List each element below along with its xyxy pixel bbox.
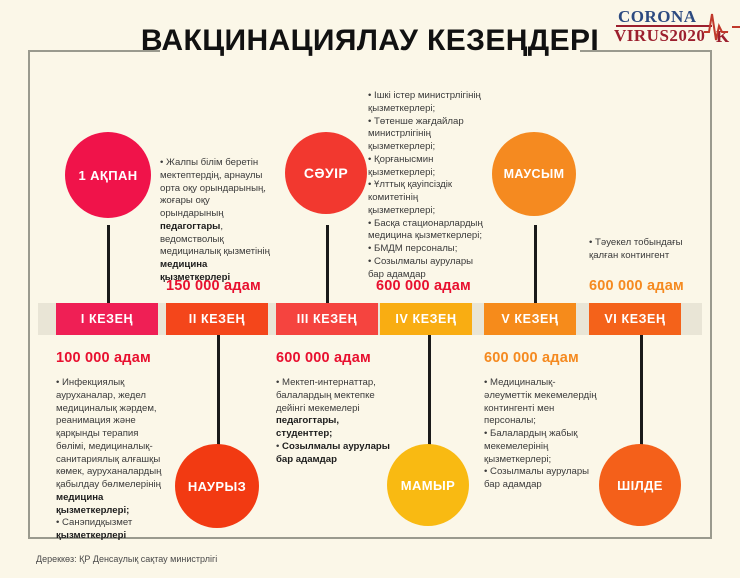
stage-1-description: • Инфекциялық ауруханалар, жедел медицин… (56, 377, 162, 541)
month-circle-february[interactable]: 1 АҚПАН (65, 132, 151, 218)
stem-july (640, 335, 643, 445)
stage-chip-2-label: II КЕЗЕҢ (188, 312, 246, 326)
stage-2-description: • Жалпы білім беретін мектептердің, арна… (160, 157, 270, 283)
stage-2-count: 150 000 адам (166, 278, 261, 294)
stage-chip-3[interactable]: III КЕЗЕҢ (276, 303, 378, 335)
stage-chip-5-label: V КЕЗЕҢ (501, 312, 559, 326)
month-circle-may-label: МАМЫР (400, 477, 456, 493)
logo-divider-rule (616, 25, 712, 27)
month-circle-april-label: СӘУІР (303, 165, 349, 181)
heartbeat-pulse-icon (704, 13, 728, 41)
stage-3-count: 600 000 адам (276, 350, 371, 366)
page-title: ВАКЦИНАЦИЯЛАУ КЕЗЕҢДЕРІ (140, 24, 600, 57)
frame-border-top-left (28, 50, 160, 52)
month-circle-april[interactable]: СӘУІР (285, 132, 367, 214)
stage-1-count: 100 000 адам (56, 350, 151, 366)
logo-line-corona: CORONA (618, 7, 697, 26)
month-circle-june-label: МАУСЫМ (503, 167, 565, 181)
month-circle-june[interactable]: МАУСЫМ (492, 132, 576, 216)
stage-chip-1[interactable]: I КЕЗЕҢ (56, 303, 158, 335)
stage-chip-4[interactable]: IV КЕЗЕҢ (380, 303, 472, 335)
stem-june (534, 225, 537, 303)
stage-chip-6-label: VI КЕЗЕҢ (604, 312, 666, 326)
stem-february (107, 225, 110, 303)
month-circle-february-label: 1 АҚПАН (78, 167, 138, 183)
stage-4-description: • Ішкі істер министрлігінің қызметкерлер… (368, 90, 483, 280)
frame-border-bottom (28, 537, 712, 539)
coronavirus2020kz-logo: CORONA VIRUS2020 K (612, 8, 740, 50)
frame-border-right (710, 50, 712, 537)
frame-border-top-right (580, 50, 712, 52)
stage-chip-6[interactable]: VI КЕЗЕҢ (589, 303, 681, 335)
stem-april (326, 225, 329, 303)
source-note: Дереккөз: ҚР Денсаулық сақтау министрліг… (36, 554, 218, 564)
month-circle-march[interactable]: НАУРЫЗ (175, 444, 259, 528)
stage-chip-5[interactable]: V КЕЗЕҢ (484, 303, 576, 335)
stage-chip-4-label: IV КЕЗЕҢ (395, 312, 457, 326)
month-circle-july-label: ШІЛДЕ (617, 477, 663, 493)
stage-3-description: • Мектеп-интернаттар, балалардың мектепк… (276, 377, 390, 465)
frame-border-left (28, 50, 30, 537)
month-circle-may[interactable]: МАМЫР (387, 444, 469, 526)
stage-4-count: 600 000 адам (376, 278, 471, 294)
stem-march (217, 335, 220, 445)
stage-chip-3-label: III КЕЗЕҢ (296, 312, 358, 326)
stage-chip-1-label: I КЕЗЕҢ (80, 312, 134, 326)
stem-may (428, 335, 431, 445)
month-circle-march-label: НАУРЫЗ (187, 478, 247, 494)
logo-line-virus2020: VIRUS2020 (614, 26, 706, 45)
stage-5-count: 600 000 адам (484, 350, 579, 366)
stage-6-count: 600 000 адам (589, 278, 684, 294)
month-circle-july[interactable]: ШІЛДЕ (599, 444, 681, 526)
logo-tail-rule (732, 26, 740, 28)
stage-chip-2[interactable]: II КЕЗЕҢ (166, 303, 268, 335)
stage-6-description: • Тәуекел тобындағы қалған контингент (589, 237, 683, 261)
stage-5-description: • Медициналық-әлеуметтік мекемелердің ко… (484, 377, 597, 490)
